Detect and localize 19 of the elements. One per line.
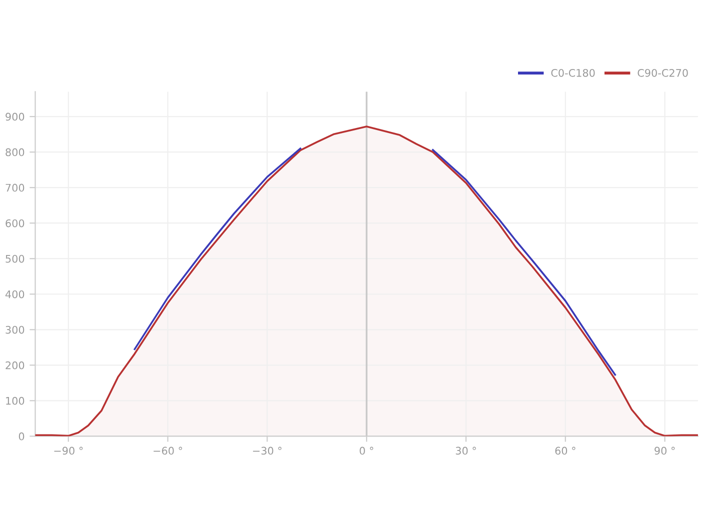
y-tick-label: 700 [6,184,24,192]
x-tick-label: 60 ° [555,446,576,455]
y-tick-label: 200 [6,361,24,370]
x-tick-label: −60 ° [154,446,182,455]
x-tick-label: −30 ° [253,446,282,455]
legend-label: C90-C270 [638,68,688,77]
y-tick-label: 600 [6,219,24,228]
y-tick-label: 0 [18,432,24,440]
x-tick-label: 0 ° [360,446,374,455]
x-tick-label: 90 ° [654,446,675,455]
y-tick-label: 800 [6,148,24,156]
y-tick-label: 400 [5,290,24,298]
y-tick-label: 100 [6,396,24,405]
x-tick-label: −90 ° [54,446,83,455]
x-tick-label: 30 ° [456,446,476,455]
y-tick-label: 900 [6,112,24,121]
y-tick-label: 500 [6,254,24,263]
y-tick-label: 300 [6,326,24,334]
legend-label: C0-C180 [551,68,595,77]
